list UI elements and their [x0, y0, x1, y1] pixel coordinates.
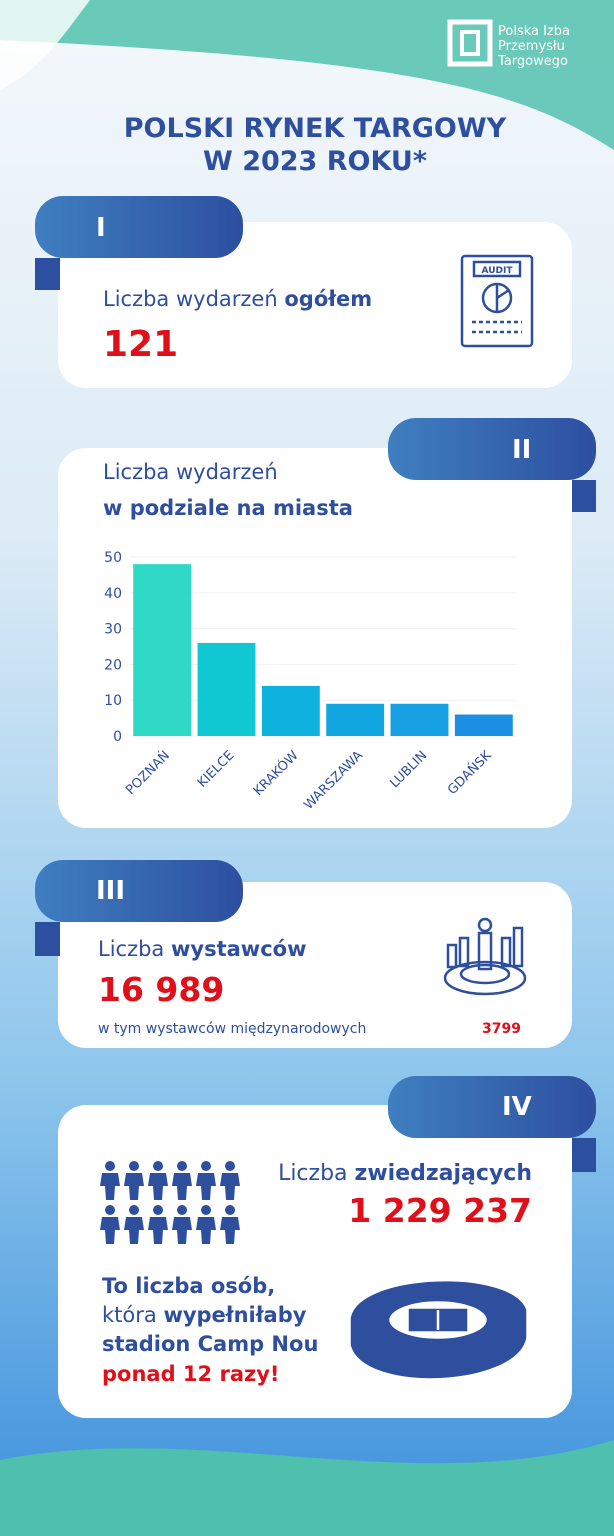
number: 1 229 237	[348, 1191, 532, 1230]
chart-title: Liczba wydarzeń	[103, 460, 278, 484]
label-bold: zwiedzających	[355, 1161, 532, 1186]
logo-text: Przemysłu	[498, 39, 565, 54]
ribbon-fold	[572, 480, 596, 512]
person-head	[225, 1205, 235, 1215]
logo-text: Targowego	[497, 54, 568, 69]
person-head	[225, 1161, 235, 1171]
person-head	[153, 1161, 163, 1171]
label-text: Liczba	[278, 1161, 347, 1186]
tab-label: II	[512, 435, 531, 465]
person-head	[153, 1205, 163, 1215]
text-part: która	[102, 1303, 157, 1327]
y-tick-label: 40	[104, 586, 122, 602]
person-head	[129, 1205, 139, 1215]
logo: Polska Izba Przemysłu Targowego	[447, 19, 570, 69]
person-body	[148, 1217, 168, 1244]
person-body	[100, 1217, 120, 1244]
y-tick-label: 0	[113, 729, 122, 745]
label: Liczba zwiedzających	[278, 1161, 532, 1186]
tab	[35, 860, 243, 922]
label-bold: ogółem	[284, 287, 372, 311]
person-body	[124, 1217, 144, 1244]
title: POLSKI RYNEK TARGOWY	[124, 113, 507, 144]
bar	[390, 703, 449, 736]
y-tick-label: 30	[104, 622, 122, 638]
ribbon-fold	[572, 1138, 596, 1172]
chart-title: w podziale na miasta	[103, 496, 353, 520]
person-head	[201, 1205, 211, 1215]
bar	[326, 703, 385, 736]
exhibitor-icon	[443, 917, 527, 996]
person-body	[100, 1173, 120, 1200]
icon-text: AUDIT	[482, 266, 514, 276]
audit-icon	[460, 254, 534, 348]
bar	[133, 564, 192, 736]
person-head	[105, 1205, 115, 1215]
tab	[35, 196, 243, 258]
title: W 2023 ROKU*	[203, 146, 427, 177]
tab-label: III	[96, 876, 125, 906]
person-body	[196, 1173, 216, 1200]
text: która wypełniłaby	[102, 1303, 307, 1327]
person-body	[172, 1217, 192, 1244]
tab	[388, 418, 596, 480]
y-tick-label: 50	[104, 550, 122, 566]
person-head	[177, 1161, 187, 1171]
ribbon-fold	[35, 258, 60, 290]
tab-label: IV	[502, 1092, 532, 1122]
person-head	[201, 1161, 211, 1171]
wave	[0, 0, 90, 90]
text: To liczba osób,	[102, 1274, 275, 1298]
label-text: Liczba wydarzeń	[103, 287, 278, 311]
person-body	[148, 1173, 168, 1200]
y-tick-label: 20	[104, 657, 122, 673]
card	[58, 222, 572, 388]
stadium-icon	[350, 1281, 527, 1379]
person-body	[124, 1173, 144, 1200]
person-head	[105, 1161, 115, 1171]
label-text: Liczba	[98, 937, 164, 961]
label: Liczba wystawców	[98, 937, 306, 961]
note-number: 3799	[482, 1021, 521, 1037]
person-head	[129, 1161, 139, 1171]
bar	[197, 642, 256, 736]
card	[58, 882, 572, 1048]
person-body	[196, 1217, 216, 1244]
tab-label: I	[96, 213, 106, 243]
person-body	[172, 1173, 192, 1200]
label-bold: wystawców	[171, 937, 306, 961]
number: 121	[103, 324, 178, 365]
y-tick-label: 10	[104, 693, 122, 709]
text: stadion Camp Nou	[102, 1332, 318, 1356]
person-body	[220, 1217, 240, 1244]
note: w tym wystawców międzynarodowych	[98, 1021, 366, 1037]
number: 16 989	[98, 970, 224, 1009]
logo-text: Polska Izba	[498, 24, 570, 39]
text-bold: wypełniłaby	[163, 1303, 306, 1327]
wave	[0, 1440, 614, 1536]
ribbon-fold	[35, 922, 60, 956]
person-head	[177, 1205, 187, 1215]
label: Liczba wydarzeń ogółem	[103, 287, 372, 311]
text: ponad 12 razy!	[102, 1362, 279, 1386]
people-icon	[100, 1161, 240, 1244]
person-body	[220, 1173, 240, 1200]
tab	[388, 1076, 596, 1138]
bar	[261, 685, 320, 736]
bar	[454, 714, 513, 736]
